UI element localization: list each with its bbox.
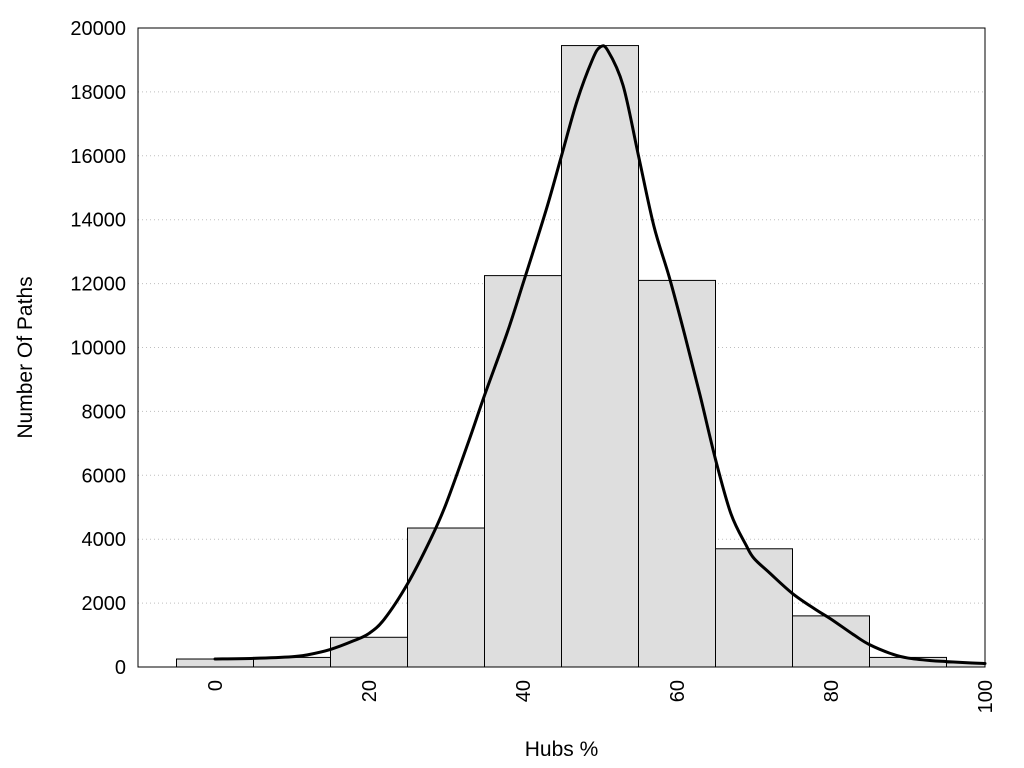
y-tick-label: 18000 (70, 82, 126, 104)
histogram-bar (715, 548, 793, 668)
histogram-bar (792, 615, 870, 668)
histogram-bar (561, 45, 639, 668)
x-axis-ticks: 0 20 40 60 80 100 (205, 680, 997, 713)
histogram-bar (638, 279, 716, 668)
histogram-bar (484, 275, 562, 668)
histogram-bar (330, 636, 408, 668)
x-tick-label: 100 (975, 680, 997, 713)
x-tick-label: 60 (667, 680, 689, 702)
y-tick-label: 8000 (82, 401, 127, 423)
y-tick-label: 10000 (70, 338, 126, 360)
y-tick-label: 2000 (82, 593, 127, 615)
density-line (213, 44, 987, 665)
x-tick-label: 40 (513, 680, 535, 702)
plot-frame (137, 27, 986, 668)
y-axis-label: Number Of Paths (14, 276, 37, 438)
y-tick-label: 6000 (82, 465, 127, 487)
x-tick-label: 80 (821, 680, 843, 702)
y-tick-label: 0 (115, 657, 126, 679)
histogram-bar (407, 527, 485, 668)
y-axis-ticks: 0 2000 4000 6000 8000 10000 12000 14000 16000 180… (70, 18, 126, 679)
bars (176, 45, 986, 668)
y-tick-label: 20000 (70, 18, 126, 40)
y-tick-label: 12000 (70, 274, 126, 296)
x-tick-label: 0 (205, 680, 227, 691)
density-curve (213, 44, 987, 665)
y-tick-label: 14000 (70, 210, 126, 232)
y-tick-label: 4000 (82, 529, 127, 551)
x-axis-label: Hubs % (525, 738, 599, 761)
x-tick-label: 20 (359, 680, 381, 702)
y-tick-label: 16000 (70, 146, 126, 168)
